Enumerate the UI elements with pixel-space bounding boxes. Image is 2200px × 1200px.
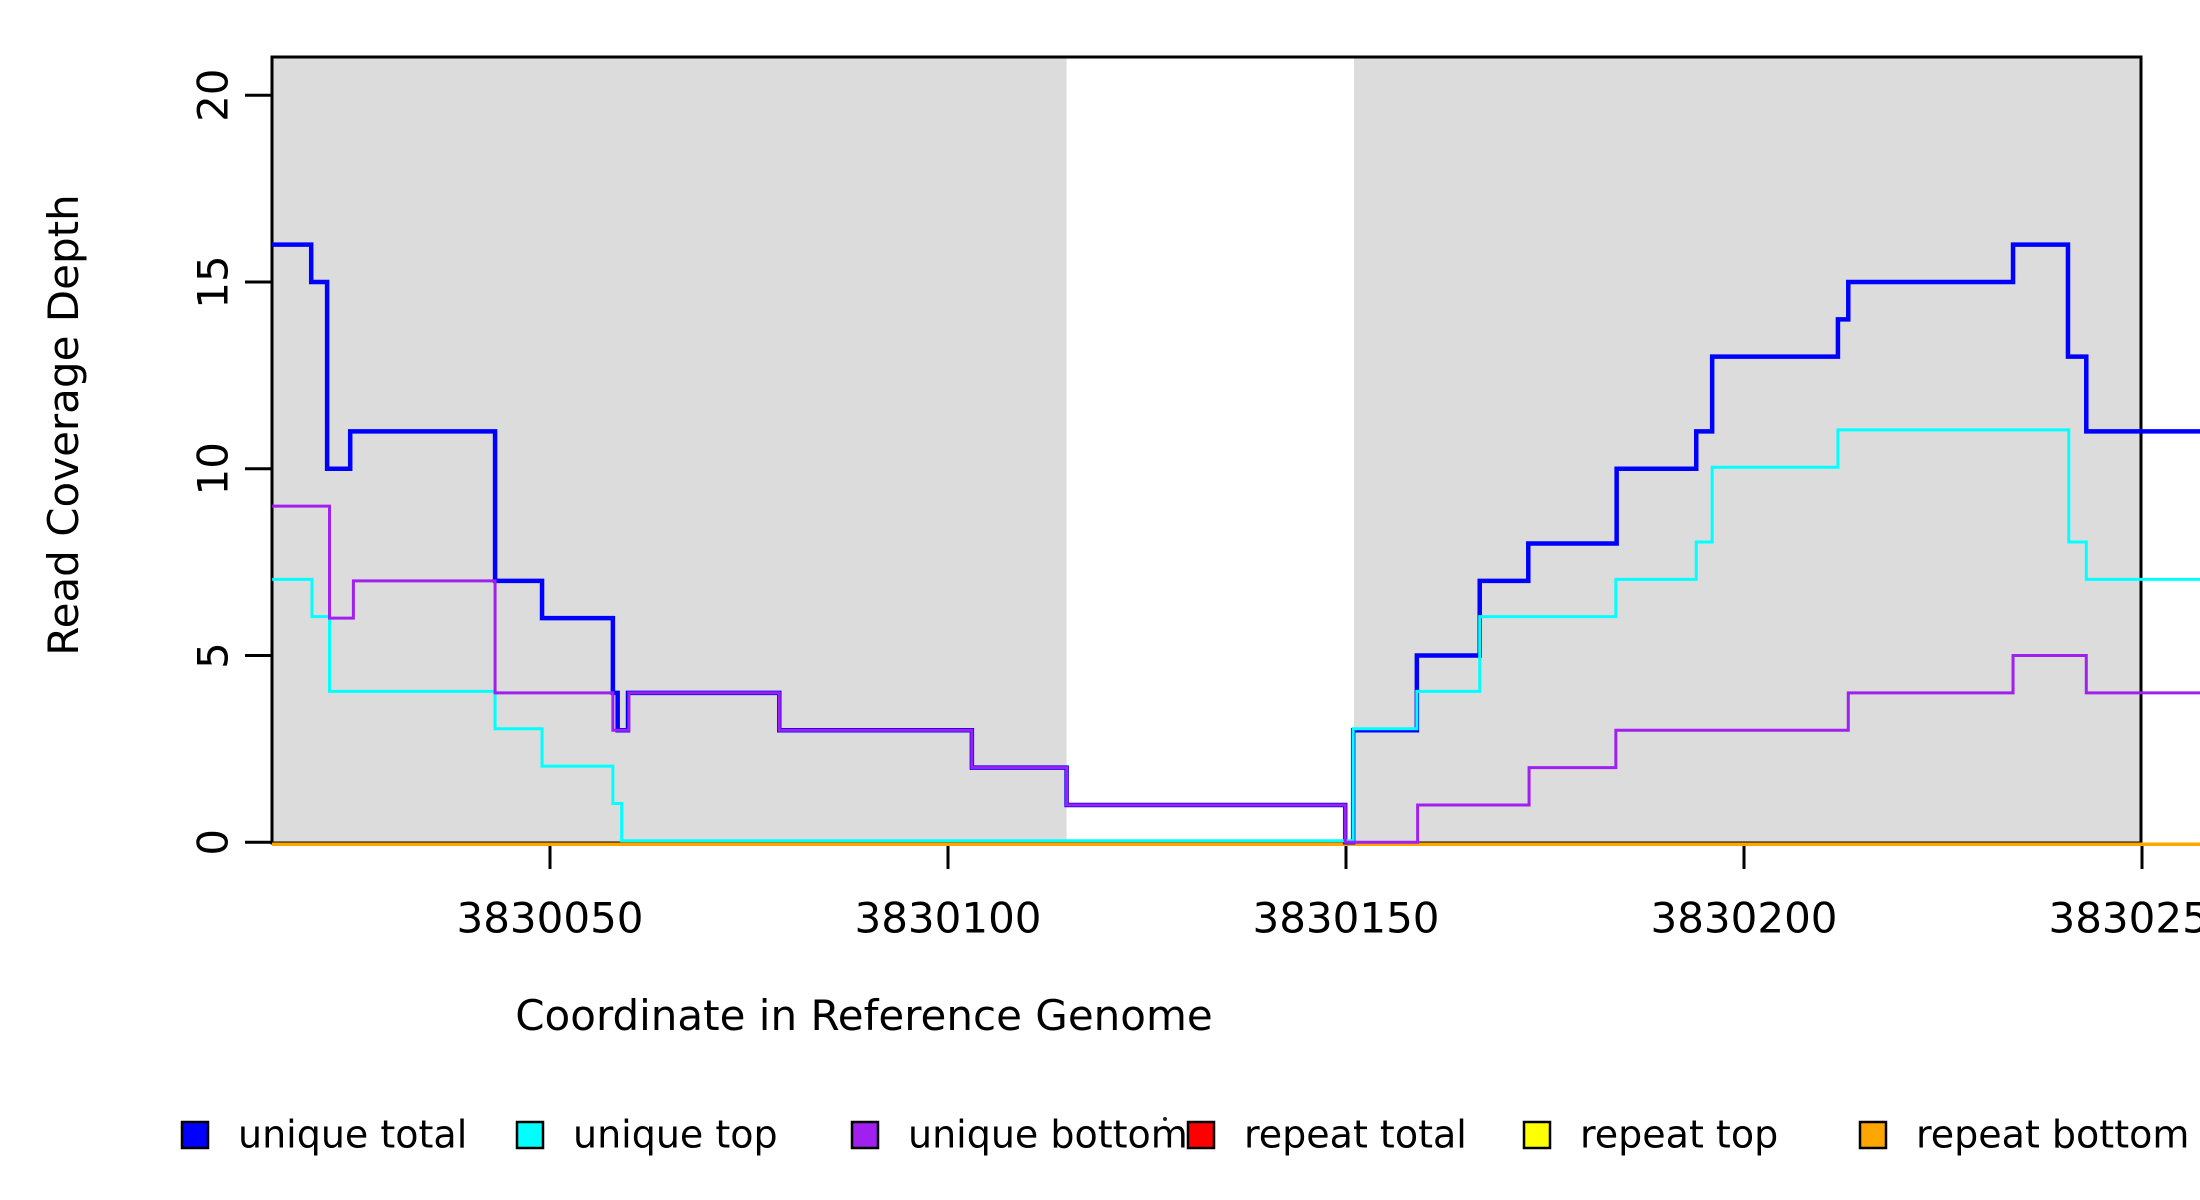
legend-group: unique total unique top unique bottom repea… xyxy=(180,1113,2189,1157)
y-axis-tick-label: 15 xyxy=(189,255,238,308)
legend-item-repeat-total: repeat total xyxy=(1186,1113,1467,1157)
legend-swatch-repeat-bottom xyxy=(1858,1120,1888,1150)
legend-label: repeat bottom xyxy=(1916,1113,2189,1157)
legend-label: unique bottom xyxy=(908,1113,1188,1157)
y-axis-tick-label: 20 xyxy=(189,68,238,121)
series-line-unique-top xyxy=(272,428,2200,843)
legend-swatch-unique-top xyxy=(515,1120,545,1150)
legend-item-repeat-bottom: repeat bottom xyxy=(1858,1113,2189,1157)
legend-item-repeat-top: repeat top xyxy=(1522,1113,1778,1157)
series-lines-group xyxy=(272,242,2200,847)
legend-label: repeat top xyxy=(1580,1113,1778,1157)
legend-swatch-unique-bottom xyxy=(850,1120,880,1150)
x-axis-tick-label: 3830200 xyxy=(1650,894,1837,943)
legend-label: unique top xyxy=(573,1113,778,1157)
x-axis-tick-label: 3830050 xyxy=(456,894,643,943)
shaded-band xyxy=(1353,57,2142,843)
legend-swatch-unique-total xyxy=(180,1120,210,1150)
legend-item-unique-total: unique total xyxy=(180,1113,467,1157)
legend-item-unique-top: unique top xyxy=(515,1113,778,1157)
legend-label: unique total xyxy=(238,1113,467,1157)
y-axis-tick-label: 10 xyxy=(189,442,238,495)
y-axis-tick-label: 0 xyxy=(189,829,238,856)
legend-item-unique-bottom: unique bottom xyxy=(850,1113,1188,1157)
series-line-unique-bottom xyxy=(272,504,2200,844)
x-axis-tick-label: 3830150 xyxy=(1252,894,1439,943)
shaded-coverage-bands xyxy=(272,57,2142,843)
legend-artifact-dot xyxy=(1163,1117,1167,1121)
legend-swatch-repeat-top xyxy=(1522,1120,1552,1150)
x-axis-title: Coordinate in Reference Genome xyxy=(515,991,1213,1040)
y-axis-title: Read Coverage Depth xyxy=(39,194,88,655)
legend-label: repeat total xyxy=(1244,1113,1467,1157)
y-axis-tick-label: 5 xyxy=(189,642,238,669)
x-axis-tick-label: 3830100 xyxy=(854,894,1041,943)
shaded-band xyxy=(272,57,1067,843)
legend-swatch-repeat-total xyxy=(1186,1120,1216,1150)
